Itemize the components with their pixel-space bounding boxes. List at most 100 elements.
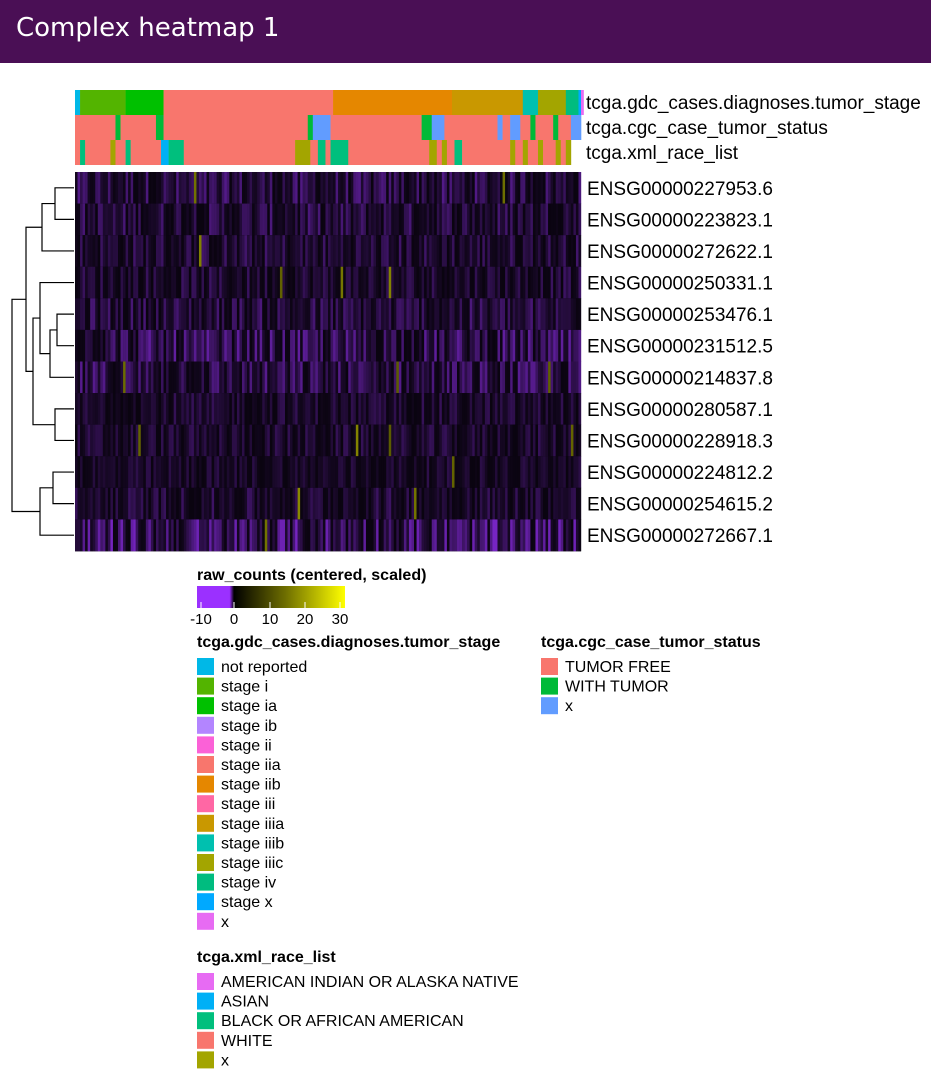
heatmap-cell — [340, 487, 344, 520]
heatmap-cell — [454, 298, 458, 331]
heatmap-cell — [224, 519, 227, 552]
heatmap-cell — [535, 456, 539, 489]
heatmap-cell — [530, 329, 534, 362]
heatmap-cell — [525, 329, 529, 362]
heatmap-cell — [457, 456, 460, 489]
heatmap-cell — [112, 393, 116, 425]
heatmap-cell — [224, 266, 227, 299]
heatmap-cell — [522, 361, 526, 394]
heatmap-cell — [472, 266, 475, 299]
heatmap-cell — [401, 424, 405, 457]
heatmap-cell — [254, 298, 258, 331]
heatmap-cell — [371, 361, 374, 394]
heatmap-cell — [239, 172, 243, 204]
heatmap-cell — [138, 266, 141, 299]
heatmap-cell — [262, 424, 265, 457]
heatmap-cell — [416, 456, 420, 489]
heatmap-cell — [317, 203, 321, 236]
heatmap-cell — [340, 235, 344, 268]
heatmap-cell — [315, 203, 319, 236]
heatmap-cell — [206, 424, 210, 457]
heatmap-cell — [226, 456, 230, 489]
heatmap-cell — [153, 519, 157, 552]
heatmap-cell — [90, 298, 93, 331]
heatmap-cell — [497, 329, 501, 362]
heatmap-cell — [143, 266, 147, 299]
heatmap-cell — [277, 235, 281, 268]
heatmap-cell — [431, 424, 435, 457]
heatmap-cell — [198, 487, 202, 520]
heatmap-cell — [196, 519, 200, 552]
heatmap-cell — [188, 393, 192, 425]
heatmap-cell — [406, 298, 410, 331]
heatmap-cell — [191, 487, 195, 520]
heatmap-cell — [500, 329, 503, 362]
heatmap-cell — [406, 393, 410, 425]
heatmap-cell — [188, 235, 192, 268]
heatmap-cell — [505, 393, 508, 425]
row-label: ENSG00000223823.1 — [587, 210, 773, 231]
heatmap-cell — [391, 393, 394, 425]
heatmap-cell — [507, 329, 511, 362]
heatmap-cell — [322, 456, 326, 489]
heatmap-cell — [173, 298, 177, 331]
heatmap-cell — [198, 519, 202, 552]
heatmap-cell — [211, 361, 215, 394]
heatmap-cell — [500, 172, 503, 204]
heatmap-cell — [155, 203, 159, 236]
heatmap-cell — [403, 298, 407, 331]
heatmap-cell — [201, 203, 205, 236]
heatmap-cell — [532, 203, 536, 236]
heatmap-cell — [515, 329, 518, 362]
heatmap-cell — [241, 266, 245, 299]
heatmap-cell — [570, 424, 574, 457]
heatmap-cell — [335, 203, 339, 236]
heatmap-cell — [77, 393, 81, 425]
heatmap-cell — [520, 393, 524, 425]
heatmap-cell — [130, 424, 134, 457]
heatmap-cell — [355, 203, 359, 236]
heatmap-cell — [290, 172, 293, 204]
row-label: ENSG00000272622.1 — [587, 242, 773, 263]
row-label: ENSG00000214837.8 — [587, 368, 773, 389]
heatmap-cell — [138, 172, 141, 204]
heatmap-cell — [545, 361, 549, 394]
heatmap-cell — [247, 266, 250, 299]
heatmap-cell — [472, 361, 475, 394]
heatmap-cell — [214, 298, 217, 331]
heatmap-cell — [517, 203, 521, 236]
heatmap-cell — [158, 298, 162, 331]
heatmap-cell — [548, 298, 551, 331]
heatmap-cell — [497, 393, 501, 425]
heatmap-cell — [75, 361, 78, 394]
heatmap-cell — [325, 487, 329, 520]
heatmap-cell — [489, 424, 493, 457]
heatmap-cell — [444, 519, 448, 552]
heatmap-cell — [87, 298, 91, 331]
heatmap-cell — [381, 329, 384, 362]
heatmap-cell — [464, 487, 468, 520]
heatmap-cell — [474, 329, 478, 362]
heatmap-cell — [558, 172, 561, 204]
heatmap-cell — [570, 519, 574, 552]
heatmap-cell — [300, 456, 303, 489]
heatmap-cell — [277, 298, 281, 331]
heatmap-cell — [216, 203, 220, 236]
heatmap-cell — [135, 519, 139, 552]
heatmap-cell — [140, 203, 144, 236]
heatmap-cell — [494, 487, 498, 520]
heatmap-cell — [444, 172, 448, 204]
heatmap-cell — [525, 203, 529, 236]
heatmap-cell — [307, 266, 311, 299]
heatmap-cell — [416, 424, 420, 457]
heatmap-cell — [462, 172, 465, 204]
heatmap-cell — [360, 235, 364, 268]
heatmap-cell — [388, 203, 392, 236]
heatmap-cell — [497, 456, 501, 489]
heatmap-cell — [284, 235, 288, 268]
heatmap-cell — [236, 456, 240, 489]
heatmap-cell — [161, 203, 164, 236]
heatmap-cell — [510, 235, 513, 268]
heatmap-cell — [401, 519, 405, 552]
heatmap-cell — [252, 361, 255, 394]
